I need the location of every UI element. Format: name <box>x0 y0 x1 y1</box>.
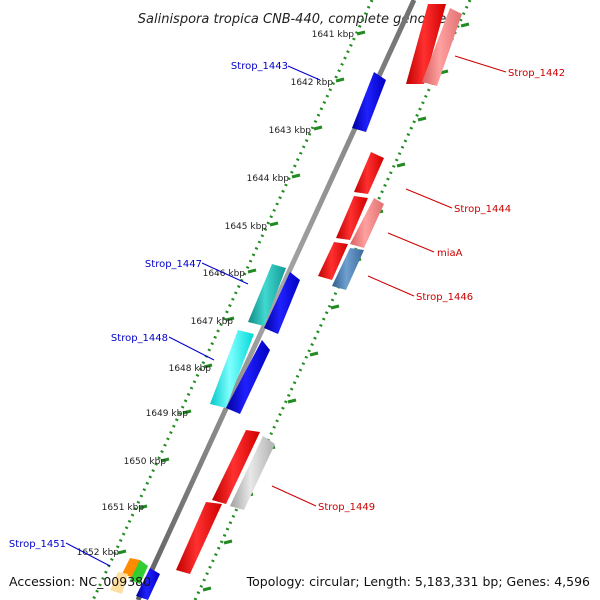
ring-tick <box>330 304 340 310</box>
gene-strop-1451-pale[interactable] <box>110 572 128 594</box>
gene-strop-1444b[interactable] <box>336 196 368 240</box>
gene-strop-1449[interactable] <box>230 436 275 510</box>
leader-strop-1448 <box>168 336 215 361</box>
label-strop-1443[interactable]: Strop_1443 <box>231 61 288 72</box>
tick-labels: 1641 kbp 1642 kbp 1643 kbp 1644 kbp 1645… <box>77 30 355 558</box>
tick-label: 1648 kbp <box>169 364 212 374</box>
ruler-tick <box>269 221 279 227</box>
tick-label: 1643 kbp <box>269 126 312 136</box>
ruler-ticks <box>117 30 366 555</box>
ruler-tick <box>313 125 323 131</box>
leader-lines <box>65 55 507 567</box>
leader-miaA <box>387 232 435 253</box>
ruler-tick <box>335 77 345 83</box>
ring-tick <box>287 398 297 404</box>
genome-summary-text: Topology: circular; Length: 5,183,331 bp… <box>246 574 590 589</box>
gene-strop-1447[interactable] <box>248 264 286 326</box>
tick-label: 1646 kbp <box>203 269 246 279</box>
outer-ring-line <box>193 0 472 600</box>
ring-tick <box>396 162 406 168</box>
gene-strop-1444a[interactable] <box>354 152 384 194</box>
tick-label: 1649 kbp <box>146 409 189 419</box>
gene-reverse-mid[interactable] <box>212 430 260 504</box>
gene-reverse-small[interactable] <box>318 242 348 280</box>
gene-forward-1448b[interactable] <box>226 340 270 414</box>
leader-strop-1446 <box>367 275 415 297</box>
tick-label: 1641 kbp <box>312 30 355 40</box>
ruler-tick <box>247 268 257 274</box>
label-strop-1448[interactable]: Strop_1448 <box>111 333 168 344</box>
leader-strop-1449 <box>271 485 317 507</box>
tick-label: 1651 kbp <box>102 503 145 513</box>
gene-labels: Strop_1443 Strop_1442 Strop_1444 miaA St… <box>9 61 565 550</box>
gene-strop-1443[interactable] <box>352 72 386 132</box>
gene-strop-1446[interactable] <box>332 248 364 290</box>
ruler-tick <box>291 173 301 179</box>
leader-strop-1447 <box>201 262 249 285</box>
ruler-tick <box>356 30 366 36</box>
label-miaA[interactable]: miaA <box>437 248 463 259</box>
leader-strop-1443 <box>287 65 321 81</box>
gene-strop-1451-blue[interactable] <box>136 568 160 600</box>
label-strop-1451[interactable]: Strop_1451 <box>9 539 66 550</box>
label-strop-1449[interactable]: Strop_1449 <box>318 502 375 513</box>
gene-forward-1447b[interactable] <box>264 272 300 334</box>
ring-tick <box>202 586 212 592</box>
gene-strop-1442-pseudo[interactable] <box>422 8 462 86</box>
ruler-line <box>91 0 374 600</box>
ruler-tick <box>160 457 170 463</box>
ruler-tick <box>138 504 148 510</box>
ruler-tick <box>203 363 213 369</box>
gene-strop-1448[interactable] <box>210 330 254 408</box>
leader-strop-1444 <box>405 188 453 209</box>
gene-reverse-bottom[interactable] <box>176 502 222 574</box>
label-strop-1446[interactable]: Strop_1446 <box>416 292 473 303</box>
reverse-strand-genes <box>176 4 462 574</box>
ruler-tick <box>117 549 127 555</box>
ruler-tick <box>182 409 192 415</box>
label-strop-1444[interactable]: Strop_1444 <box>454 204 511 215</box>
tick-label: 1652 kbp <box>77 548 120 558</box>
ruler-tick <box>225 316 235 322</box>
ring-tick <box>417 116 427 122</box>
tick-label: 1645 kbp <box>225 222 268 232</box>
leader-strop-1442 <box>454 55 507 73</box>
gene-strop-1442[interactable] <box>406 4 446 84</box>
tick-label: 1647 kbp <box>191 317 234 327</box>
tick-label: 1650 kbp <box>124 457 167 467</box>
gene-strop-1451-green[interactable] <box>130 560 148 584</box>
ring-tick <box>223 539 233 545</box>
tick-label: 1644 kbp <box>247 174 290 184</box>
ring-tick <box>309 351 319 357</box>
leader-strop-1451 <box>65 542 111 567</box>
accession-text: Accession: NC_009380 <box>9 574 151 589</box>
label-strop-1442[interactable]: Strop_1442 <box>508 68 565 79</box>
label-strop-1447[interactable]: Strop_1447 <box>145 259 202 270</box>
map-title: Salinispora tropica CNB-440, complete ge… <box>138 12 446 27</box>
tick-label: 1642 kbp <box>291 78 334 88</box>
gene-miaA[interactable] <box>350 198 384 248</box>
ring-tick <box>460 22 470 28</box>
forward-strand-genes <box>110 72 386 600</box>
